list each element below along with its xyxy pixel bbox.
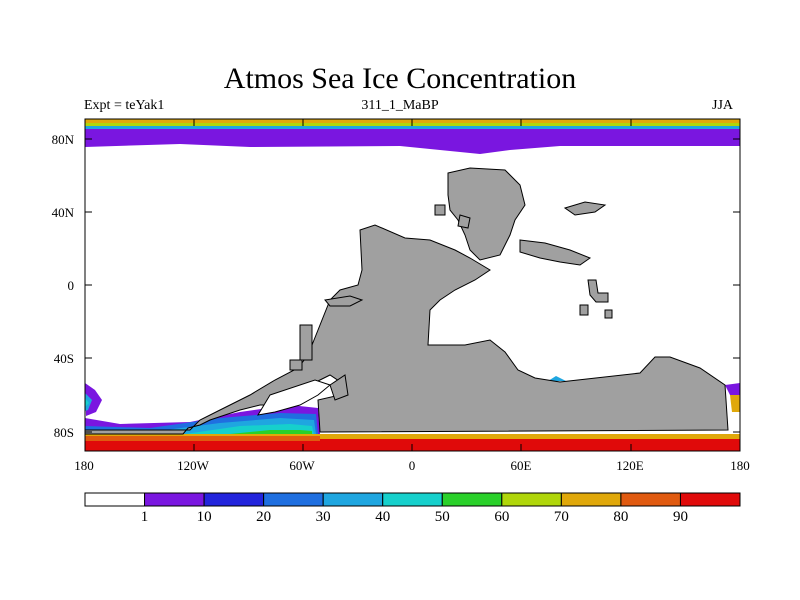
lon-tick-180w: 180 xyxy=(74,458,94,473)
axis-ticks xyxy=(85,119,740,451)
lon-tick-120w: 120W xyxy=(177,458,209,473)
colorbar-label: 60 xyxy=(494,509,510,525)
lat-tick-80n: 80N xyxy=(51,132,74,147)
colorbar-swatch xyxy=(679,492,741,507)
colorbar-label: 10 xyxy=(196,509,212,525)
lat-tick-0: 0 xyxy=(67,278,75,293)
colorbar-swatch xyxy=(560,492,622,507)
colorbar xyxy=(84,492,741,507)
lon-tick-60e: 60E xyxy=(510,458,532,473)
colorbar-swatch xyxy=(620,492,681,507)
colorbar-label: 70 xyxy=(553,509,569,525)
colorbar-swatch xyxy=(263,492,324,507)
season-label: JJA xyxy=(712,98,734,113)
colorbar-label: 50 xyxy=(434,509,450,525)
lon-tick-60w: 60W xyxy=(289,458,315,473)
land-main-continent xyxy=(84,224,729,435)
colorbar-label: 40 xyxy=(375,509,391,525)
colorbar-swatch xyxy=(382,492,443,507)
colorbar-swatch xyxy=(203,492,265,507)
lon-tick-180e: 180 xyxy=(730,458,750,473)
experiment-label: Expt = teYak1 xyxy=(84,98,165,113)
colorbar-label: 90 xyxy=(672,509,688,525)
lat-tick-40s: 40S xyxy=(53,351,74,366)
lon-tick-120e: 120E xyxy=(616,458,644,473)
land-mass xyxy=(84,167,729,435)
colorbar-label: 80 xyxy=(613,509,629,525)
colorbar-swatch xyxy=(501,492,562,507)
colorbar-swatch xyxy=(322,492,384,507)
colorbar-label: 30 xyxy=(315,509,331,525)
lat-tick-80s: 80S xyxy=(53,425,74,440)
colorbar-swatch xyxy=(84,492,146,507)
colorbar-label: 20 xyxy=(256,509,272,525)
lat-tick-40n: 40N xyxy=(51,205,74,220)
land-northern-mass xyxy=(447,167,526,261)
colorbar-swatch xyxy=(441,492,503,507)
plot-title: Atmos Sea Ice Concentration xyxy=(223,62,577,95)
colorbar-label: 1 xyxy=(140,509,149,525)
colorbar-swatch xyxy=(144,492,205,507)
time-label: 311_1_MaBP xyxy=(361,98,439,113)
lon-tick-0: 0 xyxy=(408,458,416,473)
